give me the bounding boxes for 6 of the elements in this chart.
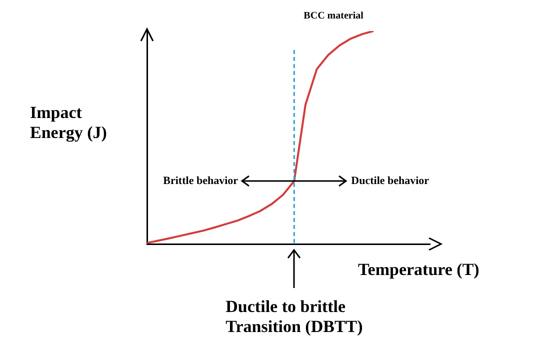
y-axis-title: Impact Energy (J) (30, 103, 107, 142)
annotation: Brittle behavior (163, 174, 238, 187)
text: Ductile to brittle Transition (DBTT) (226, 297, 363, 336)
x-axis-title: Temperature (T) (358, 260, 480, 280)
annotation: Ductile behavior (351, 174, 430, 187)
series-label: BCC material (304, 10, 364, 22)
